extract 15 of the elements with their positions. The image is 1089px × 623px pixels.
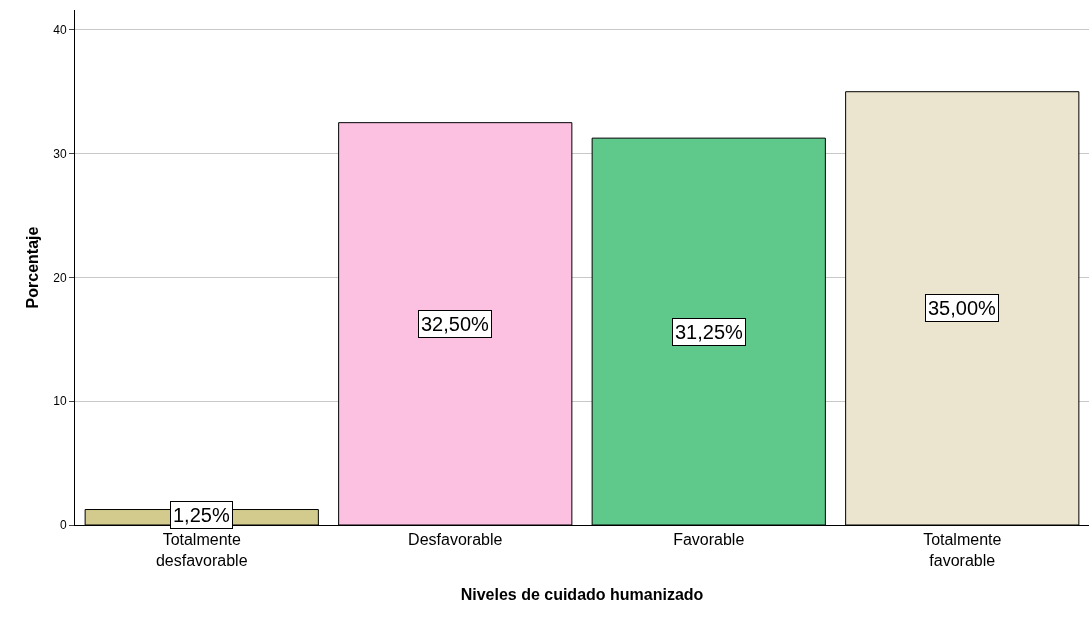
data-label: 35,00% xyxy=(928,297,997,319)
y-tick-label: 0 xyxy=(59,518,67,533)
y-tick-label: 40 xyxy=(53,23,67,38)
data-label: 1,25% xyxy=(173,504,230,526)
y-tick-label: 30 xyxy=(53,146,67,161)
data-label: 31,25% xyxy=(675,321,744,343)
data-label: 32,50% xyxy=(421,313,490,335)
x-tick-label: Totalmente desfavorable xyxy=(155,531,248,569)
x-tick-label: Favorable xyxy=(673,531,745,549)
x-tick-label: Desfavorable xyxy=(408,531,503,549)
x-tick-label: Totalmente favorable xyxy=(923,531,1002,569)
x-axis-title: Niveles de cuidado humanizado xyxy=(460,585,704,603)
y-tick-label: 10 xyxy=(53,394,67,409)
y-axis-title: Porcentaje xyxy=(24,226,42,309)
y-tick-label: 20 xyxy=(53,270,67,285)
